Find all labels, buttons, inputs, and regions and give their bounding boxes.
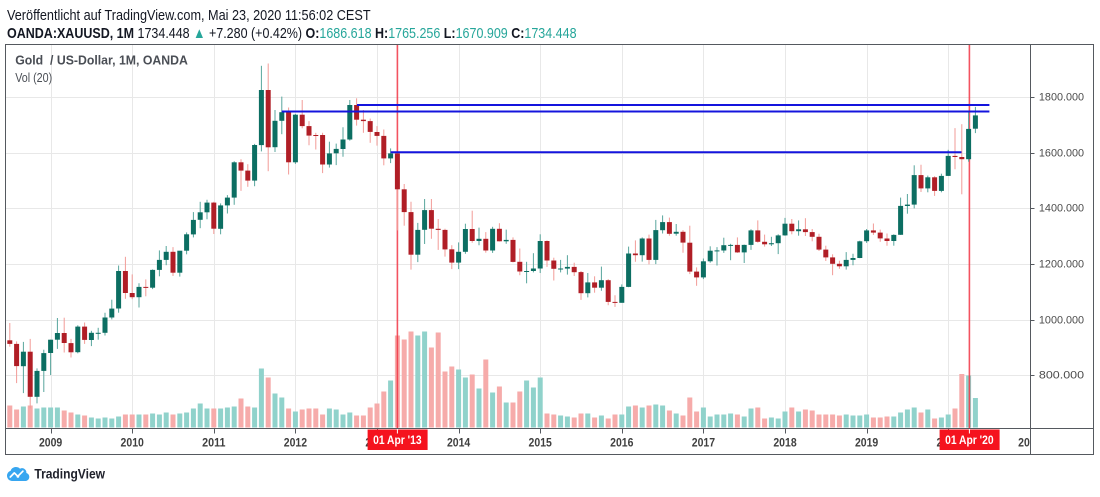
svg-text:2010: 2010 bbox=[121, 436, 145, 450]
svg-text:2011: 2011 bbox=[202, 436, 226, 450]
svg-text:2009: 2009 bbox=[39, 436, 63, 450]
svg-text:1000.000: 1000.000 bbox=[1039, 315, 1084, 327]
svg-text:2014: 2014 bbox=[447, 436, 471, 450]
svg-text:TradingView: TradingView bbox=[34, 466, 105, 481]
svg-text:01 Apr '13: 01 Apr '13 bbox=[373, 435, 422, 447]
svg-text:2019: 2019 bbox=[855, 436, 879, 450]
svg-text:1200.000: 1200.000 bbox=[1039, 259, 1084, 271]
svg-text:1400.000: 1400.000 bbox=[1039, 203, 1084, 215]
svg-text:2015: 2015 bbox=[529, 436, 553, 450]
svg-text:1600.000: 1600.000 bbox=[1039, 148, 1084, 160]
svg-text:2017: 2017 bbox=[692, 436, 716, 450]
svg-text:2018: 2018 bbox=[773, 436, 797, 450]
svg-text:800.000: 800.000 bbox=[1039, 370, 1084, 382]
svg-text:Vol (20): Vol (20) bbox=[15, 70, 52, 85]
svg-text:2016: 2016 bbox=[610, 436, 634, 450]
svg-text:2021: 2021 bbox=[1018, 436, 1042, 450]
svg-text:2012: 2012 bbox=[284, 436, 308, 450]
svg-text:01 Apr '20: 01 Apr '20 bbox=[945, 435, 994, 447]
svg-text:1800.000: 1800.000 bbox=[1039, 92, 1084, 104]
svg-text:Gold / US-Dollar, 1M, OANDA: Gold / US-Dollar, 1M, OANDA bbox=[15, 52, 188, 67]
